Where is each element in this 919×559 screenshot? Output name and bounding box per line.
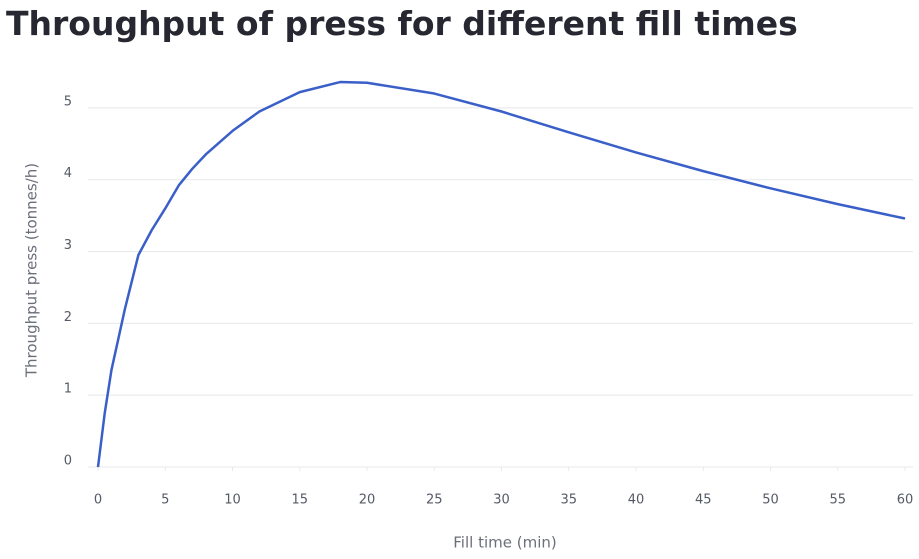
y-axis-title: Throughput press (tonnes/h) [23,163,41,378]
x-tick-label: 30 [493,493,510,508]
y-tick-label: 4 [64,166,72,181]
x-tick-label: 5 [161,493,169,508]
x-tick-label: 15 [291,493,308,508]
line [96,80,906,468]
x-tick-label: 10 [224,493,241,508]
x-tick-label: 0 [94,493,102,508]
x-tick-label: 25 [426,493,443,508]
y-tick-label: 5 [64,94,72,109]
x-tick-label: 40 [628,493,645,508]
x-axis-title: Fill time (min) [453,534,556,552]
x-tick-label: 60 [897,493,914,508]
chart-title: Throughput of press for different fill t… [6,4,798,43]
x-tick-label: 55 [829,493,846,508]
x-tick-label: 20 [359,493,376,508]
x-tick-label: 50 [762,493,779,508]
y-tick-label: 2 [64,310,72,325]
y-tick-label: 1 [64,382,72,397]
x-tick-label: 35 [560,493,577,508]
x-tick-label: 45 [695,493,712,508]
y-tick-label: 3 [64,238,72,253]
y-tick-label: 0 [64,454,72,469]
